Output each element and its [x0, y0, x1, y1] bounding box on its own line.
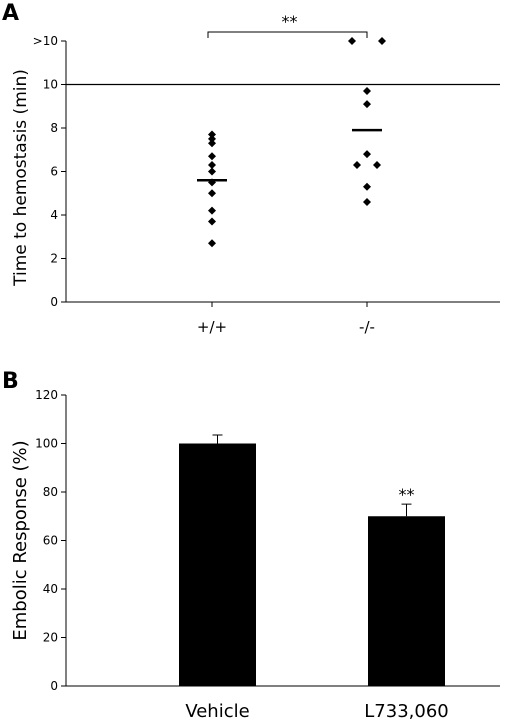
panel-letter-b: B — [2, 369, 19, 394]
panel-a-y-tick-label: 4 — [50, 208, 58, 222]
data-point — [363, 197, 371, 206]
data-point — [208, 152, 216, 161]
panel-b-bars: ** — [179, 434, 445, 686]
panel-b-category-label: Vehicle — [185, 701, 249, 722]
panel-b-y-tick-label: 60 — [43, 534, 58, 548]
panel-a-scatter-chart: A 0 2 4 6 8 10 >10 +/+ -/- ** Time to hemostasi… — [2, 1, 500, 336]
data-point — [208, 206, 216, 215]
panel-a-category-label: -/- — [359, 318, 375, 336]
panel-b-y-tick-label: 80 — [43, 485, 58, 499]
data-point — [363, 100, 371, 109]
panel-b-y-tick-label: 20 — [43, 631, 58, 645]
data-point — [363, 87, 371, 96]
panel-b-y-tick-label: 40 — [43, 582, 58, 596]
panel-b-bar-chart: B 0 20 40 60 80 100 120 ** Vehicle L733,060 Emb… — [2, 369, 500, 722]
panel-a-y-tick-label: >10 — [33, 34, 58, 48]
panel-b-y-tick-label: 120 — [35, 388, 58, 402]
data-point — [363, 182, 371, 191]
panel-b-significance-label: ** — [399, 485, 415, 504]
panel-a-significance: ** — [207, 12, 368, 38]
panel-b-category-label: L733,060 — [364, 701, 448, 722]
panel-a-y-tick-label: 0 — [50, 295, 58, 309]
bar — [179, 443, 256, 686]
significance-bracket — [207, 31, 368, 38]
panel-a-y-tick-label: 10 — [43, 78, 58, 92]
data-point — [208, 139, 216, 148]
panel-a-y-axis-label: Time to hemostasis (min) — [11, 69, 31, 287]
panel-a-category-label: +/+ — [197, 318, 227, 336]
panel-b-y-axis-label: Embolic Response (%) — [10, 440, 31, 640]
bar — [368, 516, 445, 686]
data-point — [208, 134, 216, 143]
panel-a-mean-lines — [197, 128, 382, 182]
data-point — [208, 189, 216, 198]
data-point — [208, 160, 216, 169]
significance-label: ** — [282, 12, 298, 31]
data-point — [378, 37, 386, 45]
panel-a-y-tick-label: 8 — [50, 121, 58, 135]
panel-a-y-tick-label: 6 — [50, 165, 58, 179]
data-point — [373, 160, 381, 169]
data-point — [353, 160, 361, 169]
data-point — [208, 167, 216, 176]
panel-b-categories: Vehicle L733,060 — [185, 701, 448, 722]
panel-a-points — [208, 37, 386, 248]
data-point — [208, 239, 216, 248]
panel-a-y-ticks: 0 2 4 6 8 10 >10 — [33, 34, 66, 309]
data-point — [208, 130, 216, 139]
data-point — [348, 37, 356, 45]
panel-a-categories: +/+ -/- — [197, 302, 375, 336]
panel-b-y-ticks: 0 20 40 60 80 100 120 — [35, 388, 66, 693]
panel-letter-a: A — [2, 1, 19, 26]
panel-a-y-tick-label: 2 — [50, 252, 58, 266]
data-point — [208, 217, 216, 226]
data-point — [363, 150, 371, 159]
panel-b-y-tick-label: 100 — [35, 437, 58, 451]
panel-b-y-tick-label: 0 — [50, 679, 58, 693]
